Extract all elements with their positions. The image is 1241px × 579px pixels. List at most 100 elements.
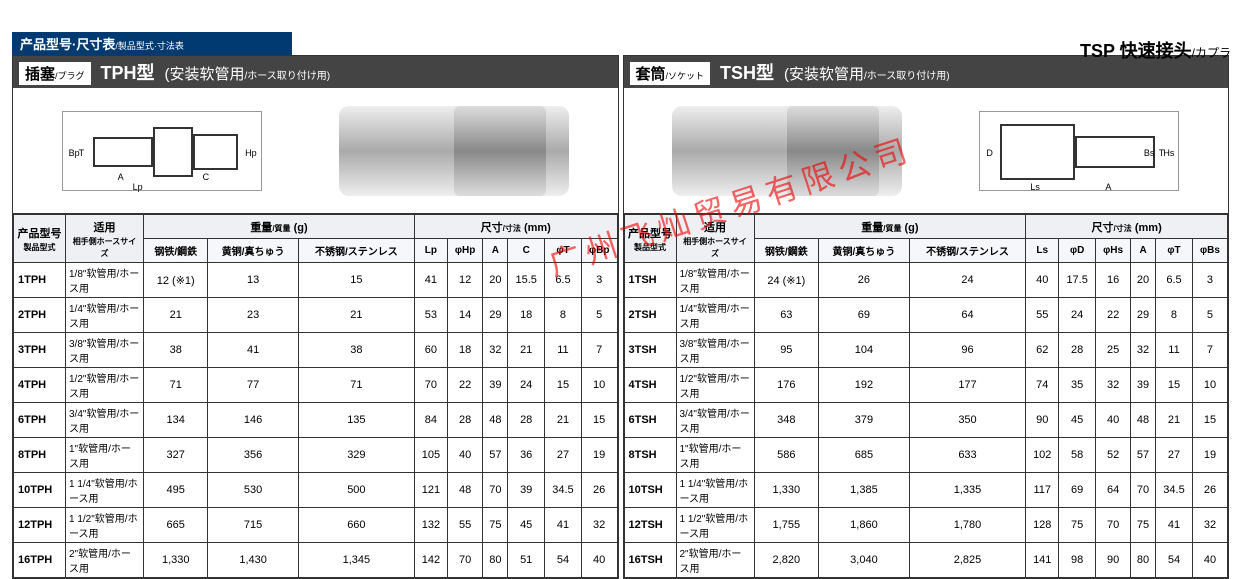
weight-cell: 63 (754, 298, 819, 333)
apply-cell: 1"软管用/ホース用 (676, 438, 754, 473)
weight-cell: 77 (208, 368, 298, 403)
apply-cell: 1/8"软管用/ホース用 (66, 263, 144, 298)
dim-cell: 25 (1096, 333, 1131, 368)
dim-cell: 34.5 (545, 473, 582, 508)
dim-cell: 45 (1059, 403, 1096, 438)
weight-cell: 633 (909, 438, 1026, 473)
left-schematic: Bp T A Lp C Hp (62, 111, 262, 191)
table-row: 3TPH3/8"软管用/ホース用38413860183221117 (14, 333, 618, 368)
dim-cell: 21 (545, 403, 582, 438)
table-row: 16TPH2"软管用/ホース用1,3301,4301,3451427080515… (14, 543, 618, 578)
dim-cell: 132 (414, 508, 447, 543)
weight-cell: 1,335 (909, 473, 1026, 508)
model-cell: 12TPH (14, 508, 66, 543)
dim-cell: 48 (1131, 403, 1156, 438)
dim-cell: 40 (447, 438, 483, 473)
dim-cell: 15 (1192, 403, 1227, 438)
model-cell: 10TPH (14, 473, 66, 508)
apply-cell: 1/4"软管用/ホース用 (66, 298, 144, 333)
weight-cell: 329 (298, 438, 414, 473)
dim-cell: 18 (447, 333, 483, 368)
dim-cell: 98 (1059, 543, 1096, 578)
weight-cell: 104 (819, 333, 910, 368)
model-cell: 16TPH (14, 543, 66, 578)
dim-cell: 34.5 (1156, 473, 1193, 508)
weight-cell: 1,430 (208, 543, 298, 578)
dim-cell: 128 (1026, 508, 1059, 543)
weight-cell: 1,755 (754, 508, 819, 543)
dim-cell: 28 (1059, 333, 1096, 368)
dim-cell: 35 (1059, 368, 1096, 403)
weight-cell: 24 (※1) (754, 263, 819, 298)
table-row: 4TPH1/2"软管用/ホース用717771702239241510 (14, 368, 618, 403)
dim-cell: 20 (483, 263, 508, 298)
dim-cell: 105 (414, 438, 447, 473)
weight-cell: 495 (144, 473, 208, 508)
dim-cell: 55 (447, 508, 483, 543)
table-row: 16TSH2"软管用/ホース用2,8203,0402,8251419890805… (624, 543, 1228, 578)
title-main: TSP (1080, 41, 1115, 61)
model-cell: 1TSH (624, 263, 676, 298)
left-model: TPH型 (101, 59, 155, 85)
dim-cell: 74 (1026, 368, 1059, 403)
dim-cell: 69 (1059, 473, 1096, 508)
right-schematic: D Ls A Bs T Hs (979, 111, 1179, 191)
dim-cell: 21 (1156, 403, 1193, 438)
dim-cell: 40 (1192, 543, 1227, 578)
dim-cell: 54 (1156, 543, 1193, 578)
dim-cell: 24 (508, 368, 545, 403)
dim-cell: 22 (1096, 298, 1131, 333)
dim-cell: 26 (1192, 473, 1227, 508)
section-header: 产品型号·尺寸表/製品型式·寸法表 (12, 32, 292, 55)
apply-cell: 1 1/4"软管用/ホース用 (676, 473, 754, 508)
right-photo (672, 106, 902, 196)
dim-cell: 17.5 (1059, 263, 1096, 298)
dim-cell: 54 (545, 543, 582, 578)
dim-cell: 6.5 (1156, 263, 1193, 298)
dim-cell: 3 (581, 263, 617, 298)
weight-cell: 177 (909, 368, 1026, 403)
weight-cell: 379 (819, 403, 910, 438)
weight-cell: 660 (298, 508, 414, 543)
apply-cell: 1/8"软管用/ホース用 (676, 263, 754, 298)
dim-cell: 90 (1026, 403, 1059, 438)
dim-cell: 7 (1192, 333, 1227, 368)
left-tag: 插塞/プラグ (19, 62, 91, 85)
table-row: 4TSH1/2"软管用/ホース用176192177743532391510 (624, 368, 1228, 403)
dim-cell: 22 (447, 368, 483, 403)
dim-cell: 41 (545, 508, 582, 543)
model-cell: 10TSH (624, 473, 676, 508)
table-row: 2TSH1/4"软管用/ホース用6369645524222985 (624, 298, 1228, 333)
dim-cell: 70 (1096, 508, 1131, 543)
dim-cell: 62 (1026, 333, 1059, 368)
dim-cell: 90 (1096, 543, 1131, 578)
weight-cell: 12 (※1) (144, 263, 208, 298)
table-row: 1TSH1/8"软管用/ホース用24 (※1)26244017.516206.5… (624, 263, 1228, 298)
dim-cell: 51 (508, 543, 545, 578)
model-cell: 16TSH (624, 543, 676, 578)
dim-cell: 84 (414, 403, 447, 438)
dim-cell: 121 (414, 473, 447, 508)
dim-cell: 19 (581, 438, 617, 473)
weight-cell: 96 (909, 333, 1026, 368)
weight-cell: 21 (144, 298, 208, 333)
model-cell: 6TPH (14, 403, 66, 438)
weight-cell: 41 (208, 333, 298, 368)
dim-cell: 20 (1131, 263, 1156, 298)
left-panel-head: 插塞/プラグ TPH型 (安装软管用/ホース取り付け用) (13, 56, 618, 88)
dim-cell: 142 (414, 543, 447, 578)
section-cn: 产品型号·尺寸表 (20, 37, 115, 52)
dim-cell: 32 (581, 508, 617, 543)
table-row: 3TSH3/8"软管用/ホース用951049662282532117 (624, 333, 1228, 368)
dim-cell: 75 (1059, 508, 1096, 543)
dim-cell: 6.5 (545, 263, 582, 298)
weight-cell: 192 (819, 368, 910, 403)
dim-cell: 70 (414, 368, 447, 403)
model-cell: 3TPH (14, 333, 66, 368)
dim-cell: 28 (447, 403, 483, 438)
dim-cell: 60 (414, 333, 447, 368)
table-row: 12TPH1 1/2"软管用/ホース用665715660132557545413… (14, 508, 618, 543)
dim-cell: 64 (1096, 473, 1131, 508)
table-row: 6TPH3/4"软管用/ホース用134146135842848282115 (14, 403, 618, 438)
weight-cell: 685 (819, 438, 910, 473)
